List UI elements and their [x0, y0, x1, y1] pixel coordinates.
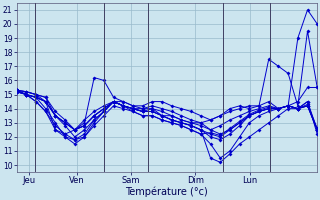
X-axis label: Température (°c): Température (°c): [125, 187, 208, 197]
